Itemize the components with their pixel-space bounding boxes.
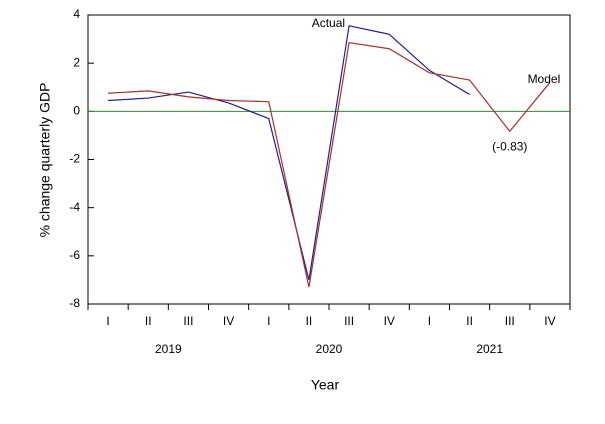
y-axis-title: % change quarterly GDP bbox=[37, 83, 53, 238]
x-axis-title: Year bbox=[311, 377, 340, 393]
x-tick-label: IV bbox=[384, 314, 395, 328]
data-label: (-0.83) bbox=[492, 139, 527, 153]
y-tick-label: 4 bbox=[73, 7, 80, 21]
x-tick-label: I bbox=[106, 314, 109, 328]
y-tick-label: -2 bbox=[69, 152, 80, 166]
x-tick-label: IV bbox=[544, 314, 555, 328]
year-label: 2021 bbox=[476, 342, 503, 356]
x-tick-label: II bbox=[466, 314, 473, 328]
x-tick-label: III bbox=[505, 314, 515, 328]
x-tick-label: III bbox=[344, 314, 354, 328]
series-line bbox=[108, 42, 551, 288]
x-tick-label: III bbox=[183, 314, 193, 328]
year-label: 2020 bbox=[316, 342, 343, 356]
x-tick-label: I bbox=[428, 314, 431, 328]
plot-frame bbox=[87, 14, 571, 305]
year-label: 2019 bbox=[155, 342, 182, 356]
y-tick-label: -4 bbox=[69, 200, 80, 214]
x-tick-label: I bbox=[267, 314, 270, 328]
series-line bbox=[108, 25, 470, 281]
series-label: Model bbox=[528, 72, 561, 86]
x-tick-label: II bbox=[145, 314, 152, 328]
y-tick-label: 2 bbox=[73, 55, 80, 69]
series-label: Actual bbox=[312, 16, 345, 30]
x-tick-label: IV bbox=[223, 314, 234, 328]
y-tick-label: -6 bbox=[69, 248, 80, 262]
y-tick-label: -8 bbox=[69, 296, 80, 310]
x-tick-label: II bbox=[306, 314, 313, 328]
y-tick-label: 0 bbox=[73, 104, 80, 118]
